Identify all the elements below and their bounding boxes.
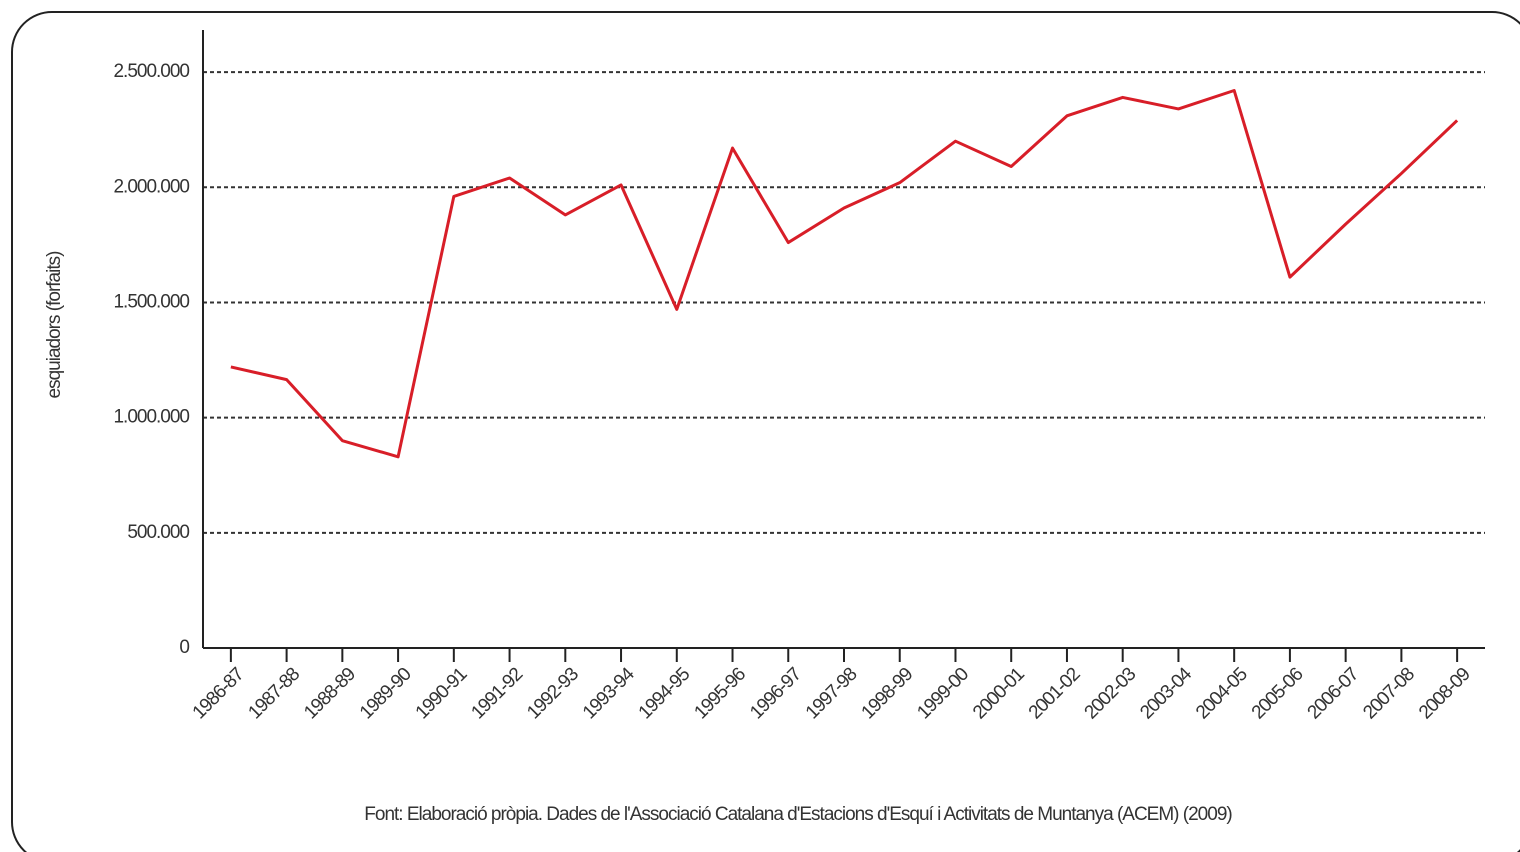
x-tick-label: 1999-00 [913,664,973,724]
x-tick-label: 1991-92 [467,664,527,724]
y-tick-label: 2.500.000 [113,61,189,82]
x-tick-label: 2000-01 [969,664,1029,724]
y-axis-label: esquiadors (forfaits) [44,251,65,399]
y-tick-label: 0 [179,637,189,658]
x-tick-label: 2006-07 [1304,664,1364,724]
x-tick-label: 1993-94 [579,663,639,723]
x-tick-label: 1998-99 [858,664,918,724]
x-tick-label: 2005-06 [1248,664,1308,724]
y-tick-label: 1.500.000 [113,291,189,312]
y-tick-label: 500.000 [127,522,189,543]
y-tick-label: 1.000.000 [113,407,189,428]
x-tick-label: 1994-95 [635,664,695,724]
x-tick-label: 1990-91 [412,664,472,724]
data-line [230,89,1459,459]
x-tick-label: 2004-05 [1192,664,1252,724]
x-tick-label: 2003-04 [1136,663,1196,723]
x-tick-label: 2008-09 [1415,664,1475,724]
x-tick-label: 1997-98 [802,664,862,724]
x-tick-label: 1988-89 [300,664,360,724]
x-tick-label: 1989-90 [356,664,416,724]
y-tick-label: 2.000.000 [113,176,189,197]
frame [11,11,1520,852]
x-tick-label: 1992-93 [523,664,583,724]
x-tick-label: 1995-96 [690,664,750,724]
x-tick-label: 2002-03 [1081,664,1141,724]
x-tick-label: 1996-97 [746,664,806,724]
footer: Font: Elaboració pròpia. Dades de l'Asso… [364,804,1232,825]
x-tick-label: 1986-87 [189,664,249,724]
x-tick-label: 2001-02 [1025,664,1085,724]
x-tick-label: 1987-88 [244,664,304,724]
x-tick-label: 2007-08 [1359,664,1419,724]
